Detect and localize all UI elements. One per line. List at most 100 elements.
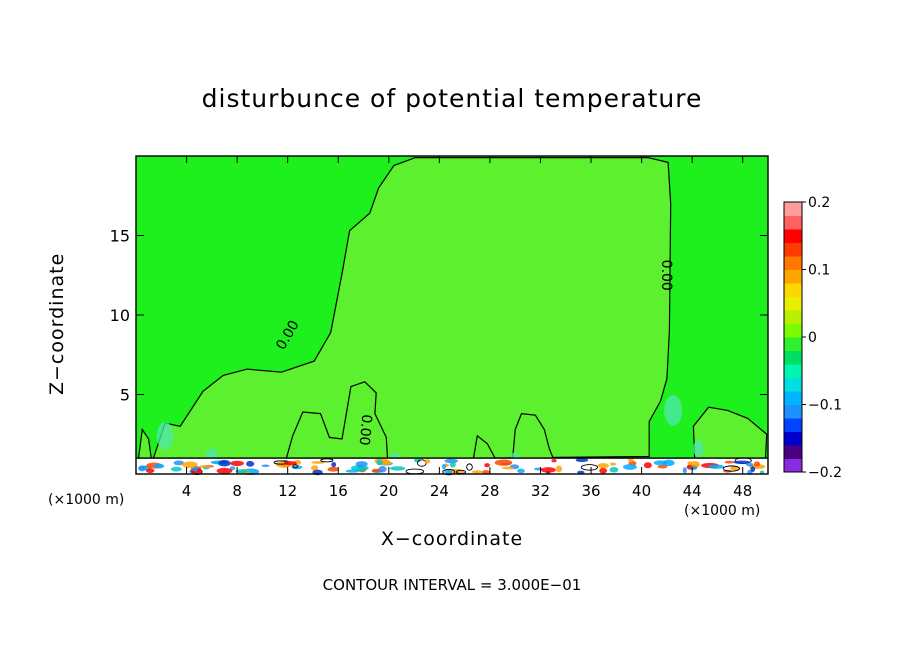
surface-eddy — [730, 465, 741, 471]
surface-eddy — [707, 464, 725, 469]
surface-eddy — [235, 469, 248, 474]
surface-eddy — [733, 460, 751, 464]
surface-eddy — [759, 470, 765, 474]
y-tick-label: 15 — [110, 227, 130, 246]
surface-eddy — [597, 463, 609, 469]
surface-eddy — [690, 461, 700, 467]
surface-eddy — [442, 468, 456, 476]
colorbar-swatch — [784, 350, 802, 365]
x-tick-label: 12 — [278, 482, 297, 500]
surface-eddy — [173, 460, 184, 466]
x-tick-label: 20 — [379, 482, 398, 500]
colorbar-swatch — [784, 418, 802, 432]
x-tick-label: 44 — [683, 482, 702, 500]
surface-eddy — [682, 467, 687, 474]
y-tick-label: 5 — [120, 386, 130, 405]
surface-eddy — [345, 469, 360, 473]
colorbar-swatch — [784, 202, 802, 216]
colorbar-swatch — [784, 229, 802, 243]
surface-eddy — [750, 466, 756, 472]
surface-eddy — [331, 461, 337, 468]
surface-eddy — [551, 459, 557, 463]
x-tick-label: 48 — [733, 482, 752, 500]
x-tick-label: 32 — [531, 482, 550, 500]
y-tick-label: 10 — [110, 306, 130, 325]
surface-eddy — [555, 465, 563, 473]
x-tick-label: 24 — [430, 482, 449, 500]
x-tick-label: 40 — [632, 482, 651, 500]
chart-title: disturbunce of potential temperature — [201, 84, 703, 113]
surface-eddy — [246, 460, 255, 467]
surface-eddy — [229, 466, 236, 471]
surface-eddy — [292, 464, 299, 469]
surface-eddy — [310, 465, 319, 471]
surface-eddy — [230, 460, 244, 467]
contour-label: 0.00 — [356, 414, 375, 446]
zero-contour-cell-1 — [285, 381, 389, 459]
surface-eddy — [471, 470, 483, 474]
surface-eddy — [610, 462, 616, 466]
x-tick-label: 16 — [329, 482, 348, 500]
surface-eddy — [481, 470, 491, 475]
x-axis-label: X−coordinate — [380, 528, 524, 550]
colorbar-swatch — [784, 377, 802, 392]
colorbar-tick-label: 0.2 — [808, 195, 830, 211]
x-axis-unit-right: (×1000 m) — [684, 503, 761, 519]
y-axis-label: Z−coordinate — [46, 252, 68, 395]
colorbar-swatch — [784, 391, 802, 405]
colorbar-swatch — [784, 256, 802, 270]
surface-eddy — [413, 458, 421, 463]
surface-eddy — [517, 468, 525, 474]
surface-eddy — [494, 459, 513, 466]
surface-eddy — [653, 460, 668, 466]
x-tick-label: 4 — [182, 482, 192, 500]
negative-anomaly-3 — [664, 395, 683, 426]
colorbar-swatch — [784, 337, 802, 351]
surface-eddy — [389, 466, 406, 471]
colorbar-swatch — [784, 323, 802, 338]
surface-eddy — [540, 467, 556, 473]
surface-eddy — [449, 461, 456, 468]
surface-eddy — [599, 467, 608, 474]
surface-eddy — [320, 458, 334, 463]
surface-eddy — [197, 467, 202, 474]
surface-eddy — [577, 470, 585, 474]
colorbar-tick-label: 0.1 — [808, 263, 830, 279]
surface-eddy — [724, 460, 735, 464]
surface-eddy — [216, 467, 233, 474]
negative-anomaly-1 — [156, 421, 174, 450]
surface-eddy — [170, 466, 182, 472]
surface-eddy — [311, 461, 325, 464]
surface-layer — [135, 457, 769, 476]
surface-eddy — [261, 464, 270, 467]
colorbar-tick-label: 0 — [808, 330, 817, 346]
x-axis-unit-left: (×1000 m) — [48, 492, 125, 508]
colorbar-swatch — [784, 431, 802, 446]
x-tick-label: 36 — [581, 482, 600, 500]
negative-anomaly-4 — [693, 439, 704, 458]
surface-eddy — [442, 464, 447, 470]
surface-eddy — [643, 462, 652, 469]
surface-eddy — [371, 468, 381, 473]
zero-contour-cell-4 — [692, 406, 768, 459]
colorbar-swatch — [784, 242, 802, 257]
colorbar-swatch — [784, 404, 802, 419]
colorbar-swatch — [784, 445, 802, 459]
x-tick-label: 28 — [480, 482, 499, 500]
contour-label: 0.00 — [658, 260, 674, 291]
colorbar-swatch — [784, 310, 802, 324]
surface-eddy — [283, 461, 297, 466]
surface-eddy — [218, 459, 231, 467]
surface-eddy — [580, 464, 599, 471]
surface-eddy — [153, 463, 165, 469]
surface-eddy — [424, 459, 431, 464]
surface-eddy — [501, 466, 515, 470]
surface-eddy — [197, 465, 213, 468]
surface-eddy — [181, 461, 198, 469]
surface-eddy — [623, 464, 637, 470]
colorbar-swatch — [784, 458, 802, 473]
surface-eddy — [575, 458, 589, 463]
colorbar-tick-label: −0.2 — [808, 465, 842, 481]
surface-eddy — [722, 465, 741, 472]
